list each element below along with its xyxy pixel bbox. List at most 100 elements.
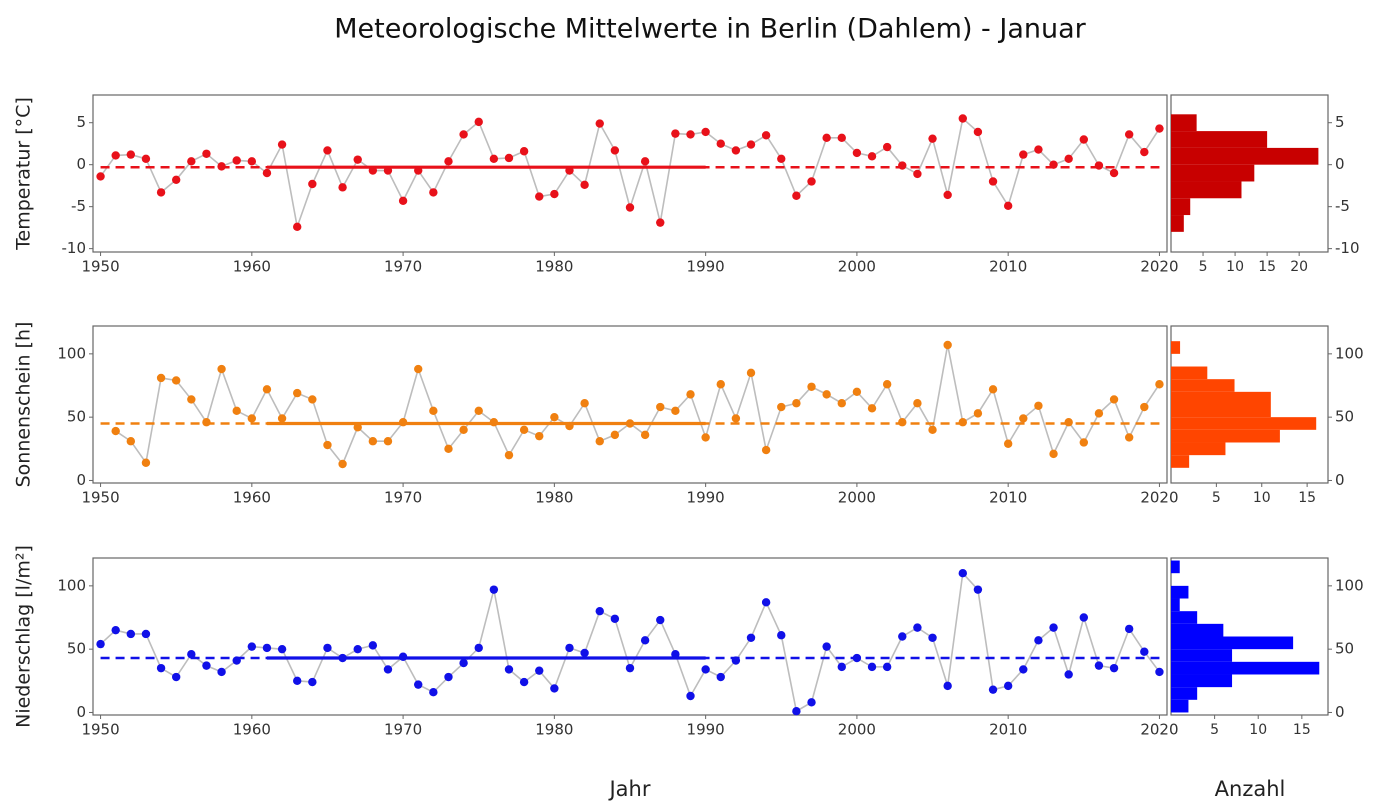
x-tick-label: 5: [1210, 722, 1219, 738]
data-point: [293, 676, 302, 686]
x-tick-label: 1960: [233, 721, 271, 739]
data-point: [640, 157, 650, 166]
data-point: [822, 390, 831, 399]
data-point: [535, 192, 544, 201]
data-point: [988, 177, 998, 186]
y-tick-label: 50: [1335, 408, 1354, 426]
hist-bar: [1171, 649, 1233, 662]
data-point: [928, 134, 937, 143]
data-point: [141, 458, 151, 467]
data-point: [489, 585, 499, 594]
x-tick-label: 10: [1226, 259, 1244, 275]
x-tick-label: 10: [1253, 490, 1271, 506]
data-point: [383, 166, 393, 175]
data-point: [913, 169, 922, 179]
data-point: [595, 606, 604, 616]
data-point: [323, 146, 332, 155]
data-point: [686, 691, 695, 701]
data-point: [792, 191, 801, 200]
data-point: [1109, 663, 1119, 673]
data-point: [716, 672, 725, 682]
data-point: [958, 568, 967, 578]
data-point: [308, 395, 317, 404]
hist-bar: [1171, 114, 1197, 132]
hist-bar: [1171, 674, 1233, 688]
series-line: [100, 571, 1161, 713]
data-point: [731, 146, 741, 155]
data-point: [610, 430, 620, 440]
data-point: [792, 399, 801, 408]
data-point: [1155, 667, 1164, 677]
data-point: [96, 172, 105, 181]
data-point: [1049, 160, 1058, 169]
y-tick-label: 0: [76, 155, 86, 173]
data-point: [882, 662, 892, 672]
data-point: [1003, 439, 1013, 448]
data-point: [943, 190, 952, 200]
data-point: [882, 142, 892, 152]
data-point: [822, 642, 831, 651]
data-point: [293, 222, 302, 232]
y-tick-label: 0: [1335, 471, 1345, 489]
data-point: [988, 685, 998, 694]
data-point: [1049, 449, 1058, 459]
data-point: [277, 414, 287, 423]
x-tick-label: 1960: [233, 489, 271, 507]
data-point: [610, 146, 620, 155]
data-point: [565, 421, 574, 431]
data-point: [519, 147, 529, 156]
x-tick-label: 5: [1212, 490, 1221, 506]
data-point: [217, 364, 226, 374]
data-point: [913, 623, 922, 632]
data-point: [761, 131, 771, 140]
y-tick-label: -10: [62, 239, 87, 257]
data-point: [504, 153, 514, 163]
data-point: [867, 662, 877, 672]
y-tick-label: 50: [67, 408, 86, 426]
x-tick-label: 1990: [687, 258, 725, 276]
data-point: [277, 140, 287, 149]
data-point: [928, 425, 937, 435]
data-point: [247, 157, 257, 166]
x-tick-label: 2000: [838, 489, 876, 507]
data-point: [867, 152, 877, 161]
y-tick-label: -5: [71, 197, 86, 215]
data-point: [1124, 624, 1134, 634]
data-point: [1034, 401, 1043, 410]
hist-bar: [1171, 455, 1190, 468]
hist-bar: [1171, 181, 1242, 199]
data-point: [353, 644, 362, 654]
data-point: [1064, 418, 1073, 427]
data-point: [171, 376, 181, 385]
data-point: [988, 385, 998, 394]
data-point: [126, 150, 136, 159]
hist-bar: [1171, 391, 1271, 405]
x-tick-label: 1960: [233, 258, 271, 276]
data-point: [1003, 681, 1013, 691]
data-point: [867, 404, 877, 413]
data-point: [504, 665, 514, 674]
x-axis-label: Jahr: [607, 777, 650, 801]
data-point: [353, 423, 362, 432]
x-tick-label: 10: [1249, 722, 1267, 738]
hist-bar: [1171, 687, 1198, 700]
data-point: [1064, 154, 1073, 164]
x-tick-label: 2000: [838, 721, 876, 739]
data-point: [565, 643, 574, 653]
y-tick-label: 100: [57, 344, 86, 362]
y-tick-label: 100: [1335, 344, 1364, 362]
y-tick-label: 50: [1335, 640, 1354, 658]
data-point: [338, 459, 347, 469]
hist-axis-label: Anzahl: [1215, 777, 1286, 801]
data-point: [535, 431, 544, 441]
data-point: [171, 672, 181, 682]
data-point: [701, 127, 710, 137]
data-point: [111, 625, 120, 635]
x-tick-label: 1970: [384, 258, 422, 276]
data-point: [444, 157, 453, 166]
hist-bar: [1171, 661, 1320, 675]
hist-bar: [1171, 341, 1181, 354]
data-point: [489, 418, 499, 427]
data-point: [338, 653, 347, 663]
